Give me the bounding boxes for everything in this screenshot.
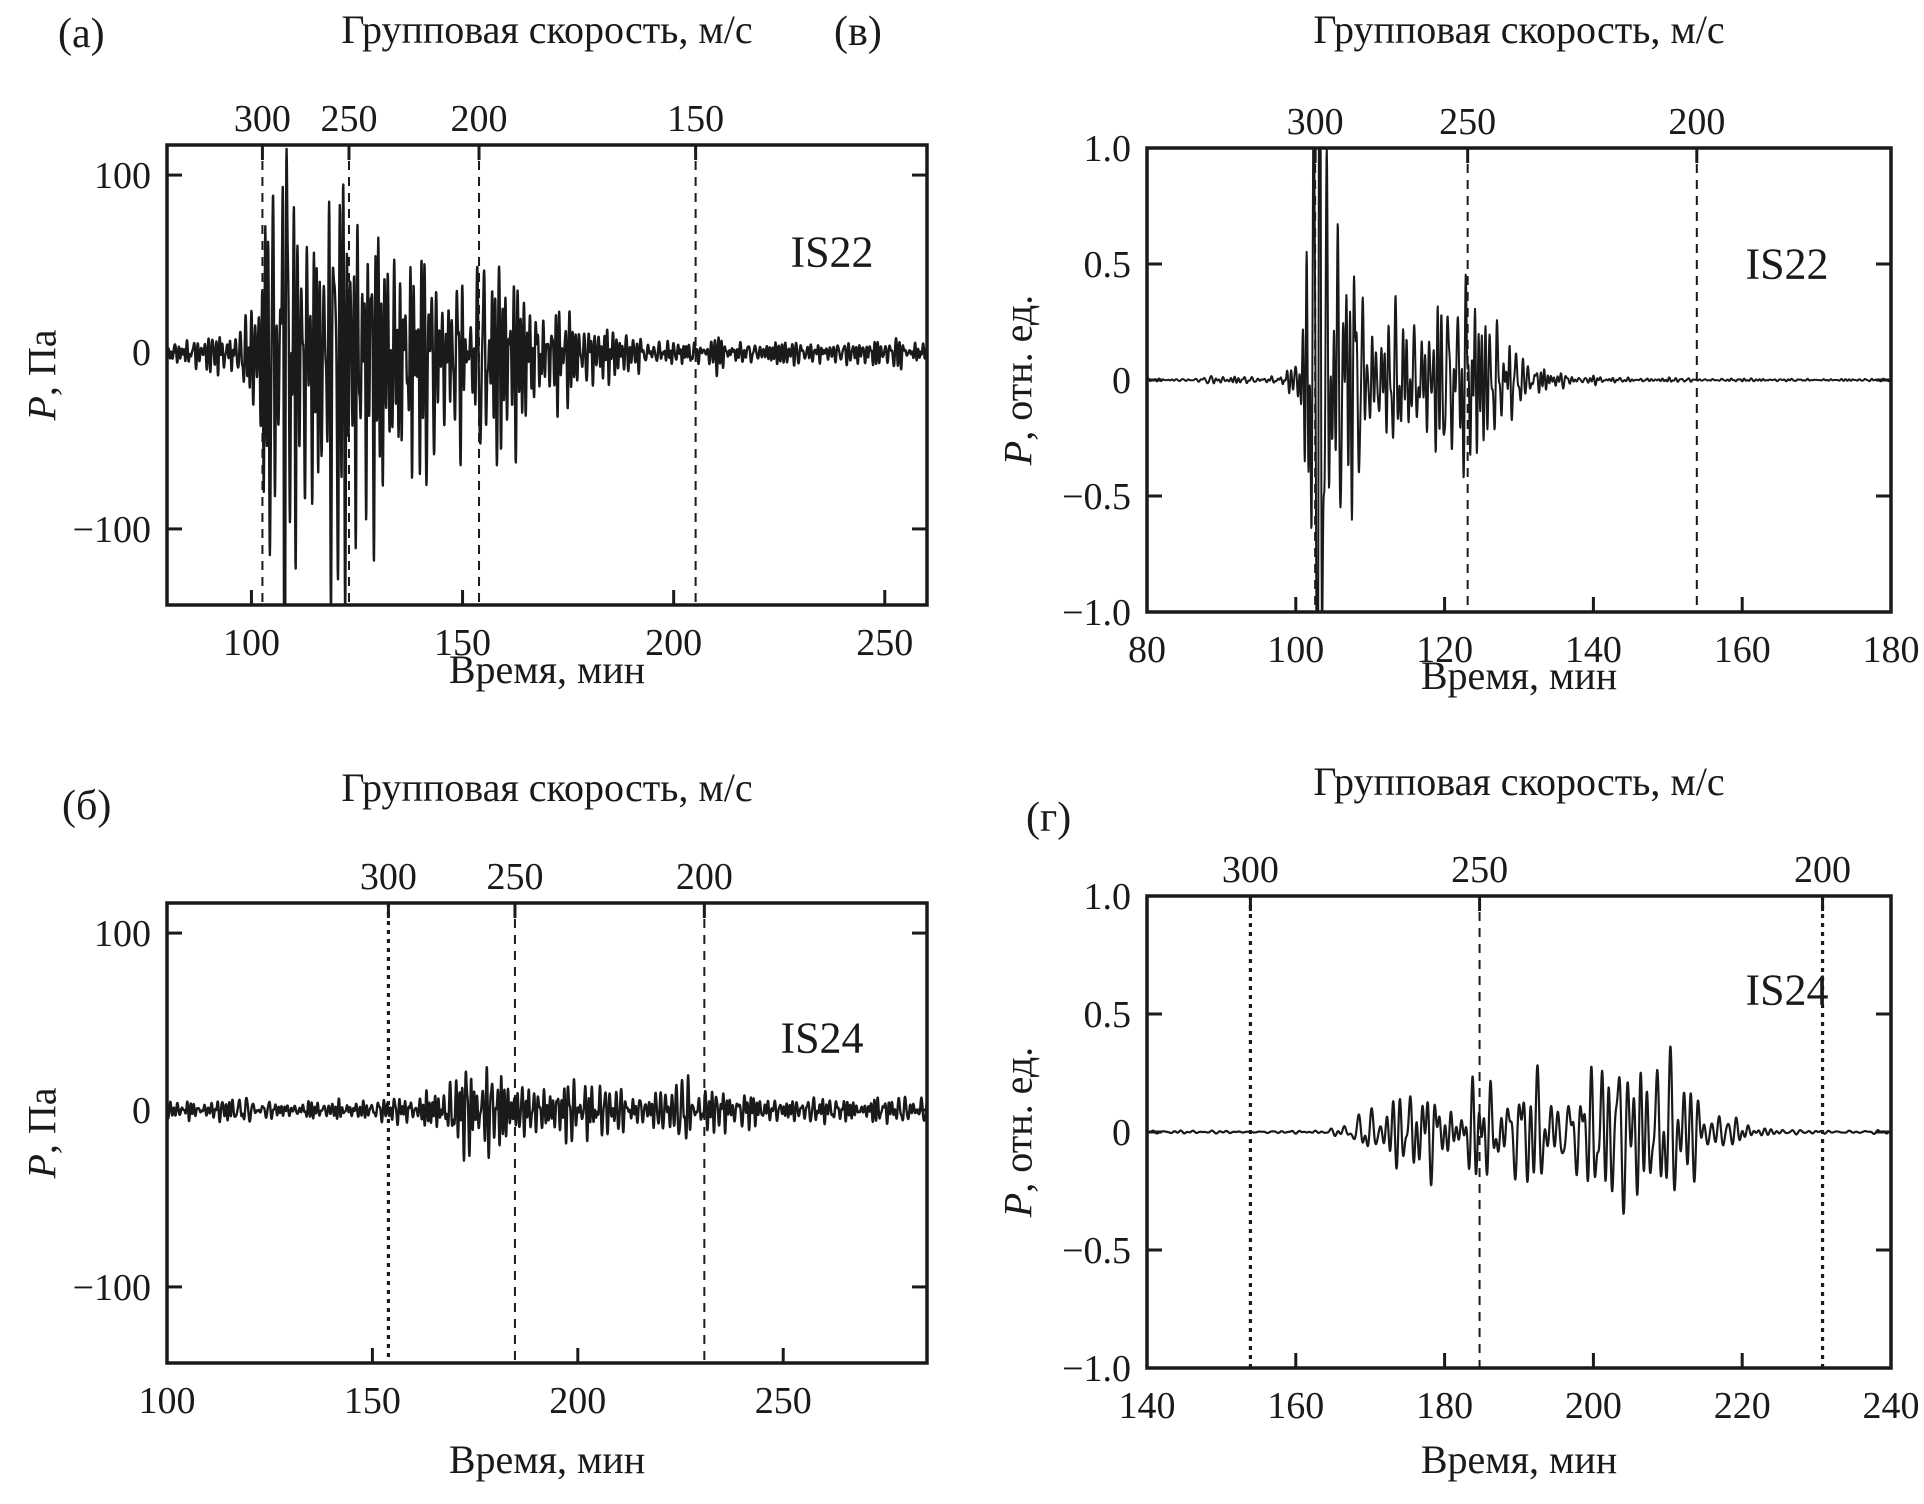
panel-b-y-tick-label: 100 [94, 913, 151, 955]
panel-g-x-axis-label: Время, мин [1420, 1437, 1618, 1482]
panel-a-y-tick-label: −100 [73, 509, 151, 551]
panel-g-y-label-symbol: P [995, 1192, 1041, 1218]
panel-a-y-label-symbol: P [19, 396, 65, 421]
panel-a-x-tick-label: 100 [223, 622, 280, 664]
panel-b-x-tick-label: 150 [344, 1380, 401, 1422]
panel-a-gv-tick-label: 200 [451, 98, 508, 140]
panel-g-y-axis-label: P, отн. ед. [995, 1047, 1042, 1217]
panel-v-x-tick-label: 100 [1267, 629, 1324, 671]
panel-a-y-axis-label: P, Па [19, 329, 66, 420]
panel-a-top-axis-title: Групповая скорость, м/с [341, 7, 753, 52]
panel-b-y-label-unit: , Па [19, 1087, 65, 1155]
panel-g-station-label: IS24 [1745, 965, 1829, 1015]
panel-a-waveform-trace [167, 147, 927, 605]
panel-g-y-tick-label: 0 [1112, 1112, 1131, 1154]
panel-a: 300 250 200 150 100 150 200 250 100 0 −100 [73, 98, 929, 664]
panel-g-y-tick-label: 1.0 [1084, 876, 1132, 918]
panel-g-corner-label: (г) [1026, 795, 1072, 841]
panel-g-x-tick-label: 140 [1119, 1385, 1176, 1427]
panel-b: 300 250 200 100 150 200 250 100 0 −100 [73, 856, 929, 1422]
panel-v: 300 250 200 80 100 120 140 160 180 1.0 0.5 0 −0.5 −1.… [1062, 101, 1920, 671]
panel-b-station-label: IS24 [780, 1013, 864, 1063]
panel-a-y-label-unit: , Па [19, 329, 65, 397]
panel-g-y-tick-label: −0.5 [1062, 1230, 1131, 1272]
panel-b-x-tick-label: 250 [755, 1380, 812, 1422]
panel-a-y-tick-label: 100 [94, 155, 151, 197]
panel-b-waveform-trace [167, 1065, 927, 1162]
panel-g: 300 250 200 140 160 180 200 220 240 1.0 0.5 0 −0.5 −1… [1062, 849, 1919, 1427]
panel-a-gv-tick-label: 250 [320, 98, 377, 140]
panel-v-x-tick-label: 160 [1714, 629, 1771, 671]
panel-b-x-tick-label: 200 [549, 1380, 606, 1422]
panel-v-x-axis-label: Время, мин [1420, 653, 1618, 698]
panel-a-y-tick-label: 0 [132, 332, 151, 374]
panel-b-x-axis-label: Время, мин [448, 1437, 646, 1482]
panel-a-gv-tick-label: 300 [234, 98, 291, 140]
panel-v-x-tick-label: 80 [1128, 629, 1166, 671]
panel-g-x-tick-label: 180 [1416, 1385, 1473, 1427]
panel-v-station-label: IS22 [1745, 239, 1829, 289]
panel-v-top-axis-title: Групповая скорость, м/с [1313, 7, 1725, 52]
panel-v-x-tick-label: 180 [1863, 629, 1920, 671]
panel-g-x-tick-label: 240 [1863, 1385, 1920, 1427]
panel-b-plot-border [165, 901, 929, 1365]
panel-b-y-label-symbol: P [19, 1154, 65, 1179]
panel-v-y-axis-label: P, отн. ед. [995, 295, 1042, 465]
panel-b-gv-tick-label: 250 [486, 856, 543, 898]
panel-a-x-tick-label: 150 [434, 622, 491, 664]
panel-v-corner-label: (в) [834, 9, 882, 55]
panel-b-y-tick-label: 0 [132, 1090, 151, 1132]
panel-v-y-tick-label: −1.0 [1062, 592, 1131, 634]
panel-v-y-tick-label: −0.5 [1062, 476, 1131, 518]
panel-g-x-tick-label: 200 [1565, 1385, 1622, 1427]
panel-b-gv-tick-label: 200 [676, 856, 733, 898]
panel-g-waveform-trace [1147, 1045, 1891, 1215]
panel-v-x-tick-label: 120 [1416, 629, 1473, 671]
panel-v-gv-tick-label: 300 [1287, 101, 1344, 143]
panel-b-gv-tick-label: 300 [360, 856, 417, 898]
panel-b-y-axis-label: P, Па [19, 1087, 66, 1178]
panel-b-x-tick-label: 100 [139, 1380, 196, 1422]
panel-g-gv-tick-label: 300 [1222, 849, 1279, 891]
panel-g-gv-tick-label: 250 [1451, 849, 1508, 891]
panel-v-y-tick-label: 1.0 [1084, 128, 1132, 170]
panel-v-y-tick-label: 0.5 [1084, 244, 1132, 286]
panel-a-x-tick-label: 200 [645, 622, 702, 664]
panel-v-y-label-unit: , отн. ед. [995, 294, 1041, 441]
panel-v-y-label-symbol: P [995, 440, 1041, 466]
panel-g-top-axis-title: Групповая скорость, м/с [1313, 759, 1725, 804]
panel-b-y-tick-label: −100 [73, 1267, 151, 1309]
panel-a-x-axis-label: Время, мин [448, 647, 646, 692]
panel-v-x-tick-label: 140 [1565, 629, 1622, 671]
panel-a-gv-tick-label: 150 [667, 98, 724, 140]
panel-g-x-tick-label: 220 [1714, 1385, 1771, 1427]
panel-v-gv-tick-label: 250 [1439, 101, 1496, 143]
panel-a-plot-border [165, 143, 929, 607]
panel-v-waveform-trace [1147, 148, 1891, 612]
panel-a-corner-label: (а) [58, 11, 105, 57]
panel-g-gv-tick-label: 200 [1794, 849, 1851, 891]
panel-g-y-tick-label: 0.5 [1084, 994, 1132, 1036]
panel-g-y-tick-label: −1.0 [1062, 1348, 1131, 1390]
panel-a-x-tick-label: 250 [856, 622, 913, 664]
panel-g-y-label-unit: , отн. ед. [995, 1046, 1041, 1193]
panel-v-gv-tick-label: 200 [1668, 101, 1725, 143]
panel-b-corner-label: (б) [62, 783, 112, 829]
panel-b-top-axis-title: Групповая скорость, м/с [341, 765, 753, 810]
panel-a-station-label: IS22 [790, 227, 874, 277]
panel-v-y-tick-label: 0 [1112, 360, 1131, 402]
panel-g-x-tick-label: 160 [1267, 1385, 1324, 1427]
